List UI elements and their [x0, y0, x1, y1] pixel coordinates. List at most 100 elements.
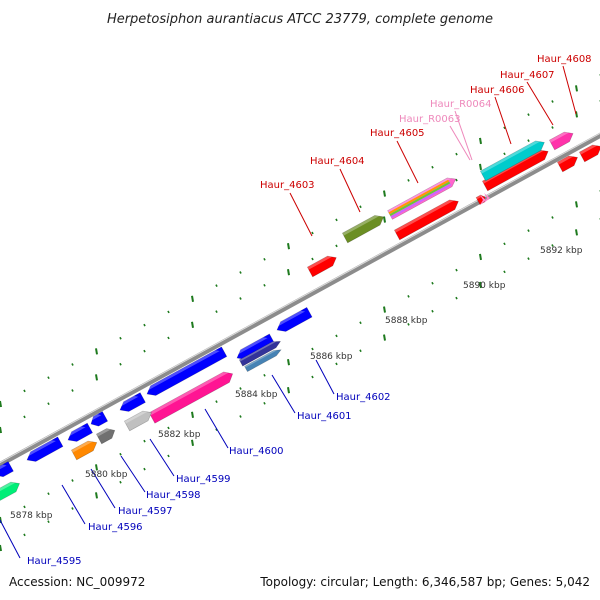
feature-red-5-highlight: [579, 144, 597, 155]
tick-mark: [167, 310, 170, 314]
feature-red-1-shape: [306, 255, 337, 278]
gene-label-haur-r0063[interactable]: Haur_R0063: [399, 114, 461, 125]
feature-blue-4[interactable]: [117, 392, 146, 415]
tick-mark: [527, 229, 530, 233]
feature-steel[interactable]: [244, 347, 283, 373]
label-leaders: [0, 65, 577, 559]
scale-label: 5890 kbp: [463, 281, 506, 291]
feature-steel-highlight: [244, 350, 278, 368]
map-title: Herpetosiphon aurantiacus ATCC 23779, co…: [107, 12, 493, 27]
tick-mark: [47, 402, 50, 406]
feature-blue-7-highlight: [24, 440, 56, 458]
feature-cyan[interactable]: [479, 138, 547, 182]
gene-label-haur-4607[interactable]: Haur_4607: [500, 70, 555, 81]
tick-mark: [167, 426, 170, 430]
feature-blue-5-highlight: [88, 414, 102, 422]
gene-label-haur-4599[interactable]: Haur_4599: [176, 474, 231, 485]
leader-line: [562, 65, 577, 115]
gene-label-haur-4598[interactable]: Haur_4598: [146, 490, 201, 501]
gene-label-haur-4603[interactable]: Haur_4603: [260, 180, 315, 191]
feature-magenta[interactable]: [548, 129, 575, 151]
tick-mark: [359, 205, 362, 209]
tick-mark: [0, 544, 2, 552]
tick-mark: [455, 152, 458, 156]
feature-blue-6[interactable]: [65, 422, 93, 445]
tick-mark: [455, 268, 458, 272]
gene-label-haur-4608[interactable]: Haur_4608: [537, 54, 592, 65]
tick-mark: [503, 126, 506, 130]
feature-red-2[interactable]: [393, 197, 461, 241]
feature-blue-5[interactable]: [88, 411, 109, 428]
tick-mark: [407, 179, 410, 182]
leader-line: [494, 96, 512, 145]
feature-olive[interactable]: [341, 212, 386, 244]
tick-mark: [119, 336, 122, 340]
tick-mark: [191, 321, 194, 328]
feature-navy-shape: [238, 341, 282, 367]
feature-silver[interactable]: [123, 408, 154, 432]
feature-orange[interactable]: [70, 438, 99, 461]
feature-red-5[interactable]: [578, 142, 600, 163]
leader-line: [339, 168, 361, 213]
leader-line: [90, 468, 116, 509]
rna-marker-1[interactable]: [480, 195, 486, 205]
feature-red-1[interactable]: [306, 253, 339, 278]
feature-gray[interactable]: [95, 426, 117, 445]
feature-blue-7-shape: [26, 436, 64, 462]
feature-blue-3[interactable]: [144, 346, 228, 399]
feature-pink[interactable]: [148, 369, 235, 424]
gene-label-haur-4605[interactable]: Haur_4605: [370, 128, 425, 139]
gene-label-haur-4601[interactable]: Haur_4601: [297, 411, 352, 422]
gene-label-haur-4606[interactable]: Haur_4606: [470, 85, 525, 96]
tick-mark: [431, 309, 434, 313]
tick-mark: [215, 310, 218, 313]
accession-text: Accession: NC_009972: [9, 575, 145, 589]
leader-line: [120, 455, 146, 493]
tick-mark: [551, 216, 554, 219]
feature-blue-8-highlight: [0, 464, 7, 473]
gene-label-haur-4604[interactable]: Haur_4604: [310, 156, 365, 167]
feature-blue-7[interactable]: [24, 436, 64, 465]
feature-gray-shape: [95, 428, 116, 445]
gene-label-haur-4600[interactable]: Haur_4600: [229, 446, 284, 457]
multicolor-band: [390, 183, 452, 218]
leader-line: [289, 192, 313, 237]
gene-label-haur-4596[interactable]: Haur_4596: [88, 522, 143, 533]
feature-blue-1[interactable]: [274, 306, 313, 334]
leader-line: [149, 438, 175, 477]
feature-red-1-highlight: [307, 256, 332, 270]
feature-magenta-highlight: [549, 132, 569, 143]
tick-mark: [287, 269, 290, 276]
feature-red-4[interactable]: [556, 153, 580, 173]
feature-blue-3-shape: [146, 346, 228, 396]
feature-silver-highlight: [124, 411, 148, 424]
tick-mark: [335, 362, 338, 366]
tick-mark: [71, 389, 74, 392]
feature-blue-2-highlight: [234, 337, 268, 356]
feature-blue-8[interactable]: [0, 461, 14, 480]
tick-mark: [551, 100, 554, 103]
tick-mark: [0, 400, 2, 408]
gene-label-haur-4602[interactable]: Haur_4602: [336, 392, 391, 403]
feature-orange-highlight: [71, 441, 93, 453]
scale-label: 5884 kbp: [235, 390, 278, 400]
tick-mark: [575, 85, 578, 92]
feature-pink-shape: [148, 371, 234, 424]
feature-navy[interactable]: [238, 338, 282, 367]
tick-mark: [335, 218, 338, 222]
leader-line: [271, 374, 296, 414]
tick-mark: [503, 270, 506, 274]
tick-mark: [239, 271, 242, 274]
feature-green[interactable]: [0, 479, 22, 503]
gene-label-haur-4595[interactable]: Haur_4595: [27, 556, 82, 567]
feature-olive-highlight: [342, 215, 380, 236]
tick-mark: [95, 374, 98, 381]
gene-label-haur-4597[interactable]: Haur_4597: [118, 506, 173, 517]
leader-line: [61, 484, 86, 525]
tick-mark: [95, 492, 98, 499]
tick-mark: [263, 257, 266, 261]
rna-marker-2[interactable]: [484, 193, 490, 203]
feature-multicolor[interactable]: [387, 175, 459, 220]
tick-mark: [311, 347, 314, 351]
gene-label-haur-r0064[interactable]: Haur_R0064: [430, 99, 492, 110]
